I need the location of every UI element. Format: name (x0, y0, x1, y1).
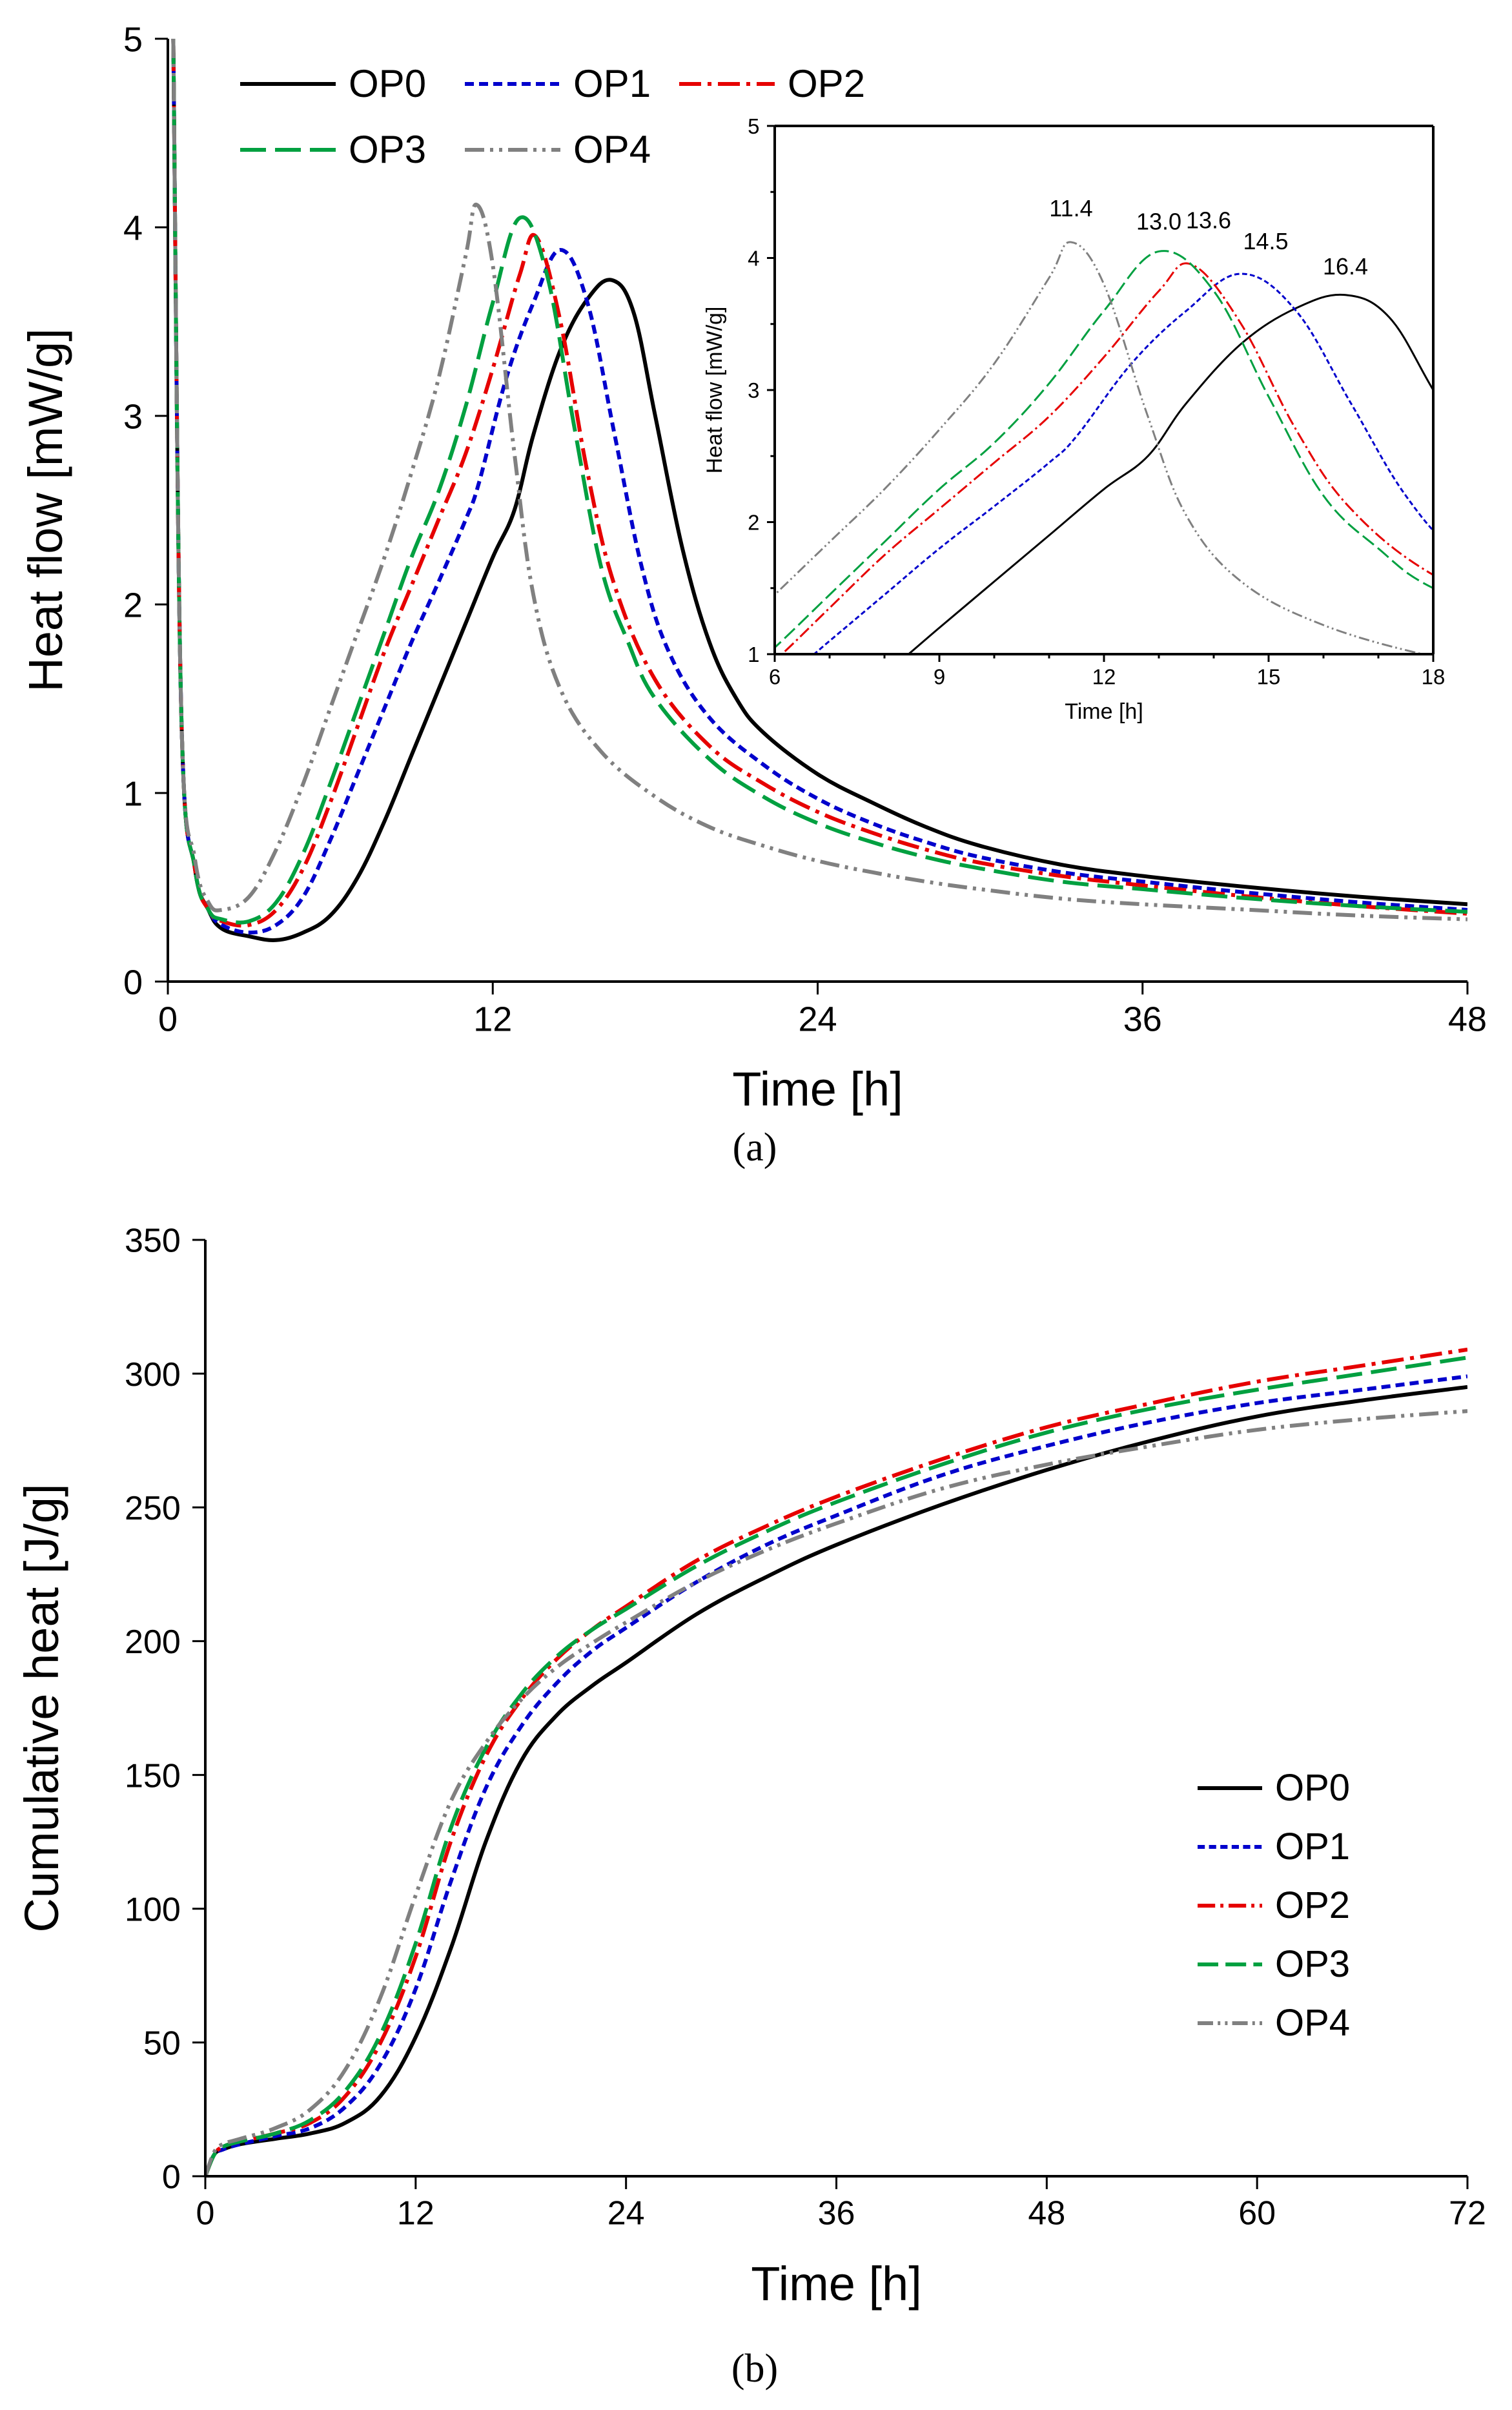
panel-b-y-tick-label: 200 (125, 1623, 181, 1661)
inset-x-tick-label: 18 (1422, 665, 1446, 689)
legend-b-label-op2: OP2 (1275, 1884, 1350, 1926)
panel-a-x-tick-label: 36 (1123, 1000, 1162, 1039)
panel-a-x-tick-label: 24 (798, 1000, 837, 1039)
panel-b-legend: OP0 OP1 OP2 OP3 OP4 (1198, 1767, 1350, 2044)
inset-y-tick-label: 1 (748, 643, 759, 666)
panel-b-line-op1 (205, 1374, 1467, 2176)
inset-line-op1 (812, 273, 1433, 654)
panel-b-y-tick-label: 50 (143, 2025, 181, 2063)
inset-peak-label-op1: 14.5 (1243, 228, 1288, 254)
panel-a-x-axis-title: Time [h] (732, 1062, 903, 1116)
legend-a-label-op3: OP3 (349, 128, 426, 171)
panel-a-y-tick-label: 4 (123, 209, 143, 247)
panel-b-x-axis-title: Time [h] (751, 2257, 922, 2311)
inset-y-tick-label: 5 (748, 114, 759, 138)
panel-b-x-tick-label: 24 (608, 2195, 645, 2232)
inset-x-tick-label: 12 (1092, 665, 1116, 689)
panel-b-x-tick-label: 36 (818, 2195, 855, 2232)
inset-line-op3 (775, 250, 1433, 649)
panel-b-axes: 0 12 24 36 48 60 72 0 50 100 150 200 250 300 350 Time [… (15, 1222, 1486, 2311)
panel-b-y-tick-label: 0 (162, 2159, 181, 2196)
panel-a-x-tick-label: 48 (1448, 1000, 1487, 1039)
panel-a-label: (a) (733, 1126, 777, 1169)
panel-b-series-group (205, 1347, 1467, 2176)
inset-y-tick-label: 4 (748, 246, 759, 270)
panel-a-y-tick-label: 5 (123, 20, 143, 59)
panel-b-y-tick-label: 100 (125, 1891, 181, 1928)
panel-a-line-op4 (171, 39, 1467, 922)
inset-y-tick-label: 2 (748, 510, 759, 534)
panel-b-y-tick-label: 350 (125, 1222, 181, 1260)
inset-peak-label-op4: 11.4 (1049, 195, 1092, 221)
panel-a-line-op3 (171, 39, 1467, 925)
inset-peak-label-op3: 13.0 (1136, 208, 1181, 234)
inset-background (775, 126, 1433, 654)
panel-a-y-tick-label: 3 (123, 397, 143, 436)
panel-b-line-op3 (205, 1355, 1467, 2176)
panel-a-x-tick-label: 12 (473, 1000, 512, 1039)
panel-a-y-tick-label: 0 (123, 963, 143, 1002)
panel-b-x-tick-label: 12 (397, 2195, 434, 2232)
inset-y-tick-label: 3 (748, 378, 759, 402)
legend-b-label-op1: OP1 (1275, 1826, 1350, 1868)
legend-a-label-op2: OP2 (788, 62, 865, 105)
inset-peak-label-op2: 13.6 (1186, 207, 1231, 234)
panel-b: 0 12 24 36 48 60 72 0 50 100 150 200 250 300 350 Time [… (15, 1222, 1486, 2391)
panel-a-y-axis-title: Heat flow [mW/g] (19, 328, 72, 692)
panel-a-y-tick-label: 1 (123, 774, 143, 813)
panel-a-legend: OP0 OP1 OP2 OP3 OP4 (240, 62, 865, 171)
inset-peak-label-op0: 16.4 (1323, 253, 1368, 280)
inset-line-op0 (907, 293, 1433, 654)
legend-b-label-op4: OP4 (1275, 2002, 1350, 2044)
inset-x-tick-label: 9 (934, 665, 945, 689)
inset-series-group (775, 241, 1433, 654)
legend-b-label-op3: OP3 (1275, 1943, 1350, 1985)
inset-x-tick-label: 15 (1257, 665, 1281, 689)
panel-b-line-op4 (205, 1409, 1467, 2176)
panel-b-y-axis-title: Cumulative heat [J/g] (15, 1483, 68, 1932)
panel-a-line-op1 (171, 39, 1467, 935)
legend-a-label-op1: OP1 (573, 62, 651, 105)
inset-y-axis-title: Heat flow [mW/g] (702, 307, 727, 474)
inset-x-axis-title: Time [h] (1065, 699, 1143, 724)
panel-a-line-op2 (171, 39, 1467, 928)
panel-b-line-op0 (205, 1385, 1467, 2176)
legend-b-label-op0: OP0 (1275, 1767, 1350, 1809)
panel-a-x-tick-label: 0 (158, 1000, 178, 1039)
inset-peak-annotations: 11.4 13.0 13.6 14.5 16.4 (1049, 195, 1368, 280)
panel-b-x-tick-label: 48 (1028, 2195, 1065, 2232)
inset-x-tick-label: 6 (769, 665, 781, 689)
panel-b-x-tick-label: 0 (196, 2195, 215, 2232)
panel-b-x-tick-label: 72 (1449, 2195, 1486, 2232)
panel-a-y-tick-label: 2 (123, 586, 143, 624)
panel-a-line-op0 (171, 39, 1467, 942)
panel-b-y-tick-label: 250 (125, 1490, 181, 1527)
legend-a-label-op0: OP0 (349, 62, 426, 105)
legend-a-label-op4: OP4 (573, 128, 651, 171)
panel-b-y-tick-label: 300 (125, 1356, 181, 1394)
panel-b-x-tick-label: 60 (1238, 2195, 1276, 2232)
panel-a-series-group (171, 39, 1467, 942)
panel-b-label: (b) (731, 2347, 778, 2391)
panel-b-y-tick-label: 150 (125, 1757, 181, 1795)
